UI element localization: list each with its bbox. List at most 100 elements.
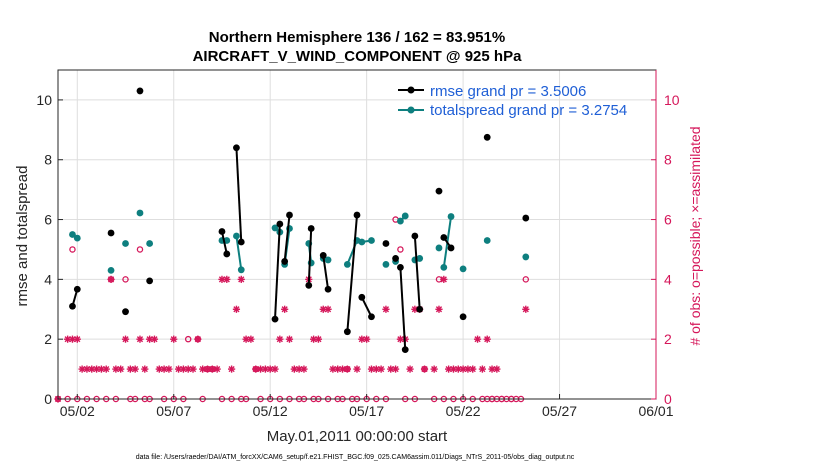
y-right-tick-label: 0	[664, 391, 672, 407]
rmse-segment	[307, 228, 313, 286]
rmse-marker	[276, 220, 284, 228]
obs-assimilated-marker	[73, 335, 81, 343]
rmse-marker	[307, 225, 315, 232]
rmse-marker	[73, 285, 81, 293]
obs-assimilated-marker	[469, 365, 477, 373]
spread-marker	[522, 253, 530, 261]
y-right-tick-label: 8	[664, 152, 672, 168]
obs-assimilated-marker	[324, 305, 332, 313]
rmse-segment	[346, 214, 358, 332]
x-tick-label: 05/27	[542, 403, 577, 419]
obs-assimilated-marker	[309, 335, 318, 343]
obs-possible-marker	[136, 246, 144, 253]
obs-possible-marker	[184, 335, 192, 343]
rmse-marker	[107, 229, 115, 237]
rmse-marker	[382, 240, 390, 247]
spread-marker	[271, 224, 279, 232]
rmse-segment	[235, 147, 243, 243]
rmse-marker	[358, 293, 366, 301]
spread-segment	[235, 235, 243, 270]
obs-assimilated-marker	[150, 335, 159, 343]
rmse-segment	[322, 255, 330, 290]
spread-marker	[435, 244, 443, 252]
x-tick-label: 05/02	[60, 403, 95, 419]
legend: rmse grand pr = 3.5006 totalspread grand…	[398, 83, 627, 119]
axes: 05/02 05/07 05/12 05/17 05/22 05/27 06/0102468…	[36, 70, 680, 419]
obs-assimilated-marker	[189, 365, 197, 373]
rmse-marker	[271, 315, 279, 323]
x-tick-label: 05/12	[253, 403, 288, 419]
rmse-marker	[305, 281, 313, 289]
obs-assimilated-marker	[493, 365, 501, 373]
obs-assimilated-marker	[522, 305, 530, 313]
obs-possible-marker	[69, 246, 76, 253]
obs-assimilated-marker	[228, 365, 236, 373]
rmse-segment	[399, 267, 407, 350]
rmse-marker	[324, 285, 332, 293]
obs-assimilated-marker	[367, 365, 376, 373]
spread-marker	[122, 240, 129, 247]
spread-marker	[146, 240, 154, 247]
rmse-marker	[401, 346, 409, 354]
legend-spread-marker	[407, 106, 415, 114]
spread-marker	[483, 237, 491, 244]
rmse-marker	[281, 258, 289, 265]
rmse-marker	[353, 211, 361, 219]
x-tick-label: 05/22	[446, 403, 481, 419]
obs-assimilated-marker	[406, 365, 414, 373]
y-left-tick-label: 2	[44, 331, 52, 347]
y-left-tick-label: 4	[44, 271, 52, 287]
rmse-segment	[220, 231, 228, 255]
y-left-tick-label: 0	[44, 391, 52, 407]
rmse-segment	[360, 296, 373, 318]
obs-assimilated-marker	[170, 335, 178, 343]
chart-title-line2: AIRCRAFT_V_WIND_COMPONENT @ 925 hPa	[193, 48, 523, 65]
obs-assimilated-marker	[420, 365, 429, 373]
obs-assimilated-marker	[194, 335, 202, 343]
rmse-marker	[233, 144, 240, 152]
obs-assimilated-marker	[121, 335, 130, 343]
spread-marker	[73, 234, 81, 242]
rmse-marker	[237, 238, 245, 246]
spread-marker	[136, 209, 144, 217]
obs-assimilated-marker	[102, 365, 110, 373]
rmse-segment	[283, 214, 291, 262]
x-tick-label: 05/17	[349, 403, 384, 419]
rmse-segment	[274, 223, 281, 320]
y-right-tick-label: 4	[664, 271, 672, 287]
legend-rmse-label: rmse grand pr = 3.5006	[430, 83, 586, 100]
rmse-marker	[146, 277, 154, 285]
obs-assimilated-marker	[117, 365, 125, 373]
spread-marker	[368, 237, 375, 244]
legend-spread-label: totalspread grand pr = 3.2754	[430, 102, 627, 119]
spread-marker	[416, 255, 424, 262]
obs-assimilated-marker	[271, 365, 279, 373]
obs-assimilated-marker	[343, 365, 351, 373]
rmse-segment	[413, 235, 421, 310]
grid	[58, 70, 657, 400]
spread-marker	[324, 256, 332, 264]
spread-marker	[382, 261, 390, 268]
y-right-tick-label: 2	[664, 331, 672, 347]
obs-assimilated-marker	[232, 305, 241, 313]
obs-possible-marker	[122, 276, 129, 283]
y-right-tick-label: 6	[664, 212, 672, 228]
obs-assimilated-marker	[285, 335, 294, 343]
rmse-marker	[223, 250, 231, 258]
rmse-marker	[368, 313, 375, 321]
obs-assimilated-marker	[141, 365, 149, 373]
obs-assimilated-marker	[387, 365, 395, 373]
obs-assimilated-marker	[281, 305, 289, 313]
series-layer	[54, 87, 530, 403]
footer-data-file: data file: /Users/raeder/DAI/ATM_forcXX/…	[136, 454, 575, 461]
obs-assimilated-marker	[459, 365, 467, 373]
y-axis-left-label: rmse and totalspread	[14, 166, 31, 307]
spread-marker	[343, 261, 351, 268]
obs-assimilated-marker	[314, 335, 323, 343]
spread-marker	[358, 238, 366, 246]
spread-marker	[440, 264, 448, 271]
rmse-marker	[411, 232, 419, 240]
rmse-marker	[397, 264, 404, 271]
spread-marker	[69, 231, 76, 238]
chart-title-line1: Northern Hemisphere 136 / 162 = 83.951%	[209, 29, 505, 46]
